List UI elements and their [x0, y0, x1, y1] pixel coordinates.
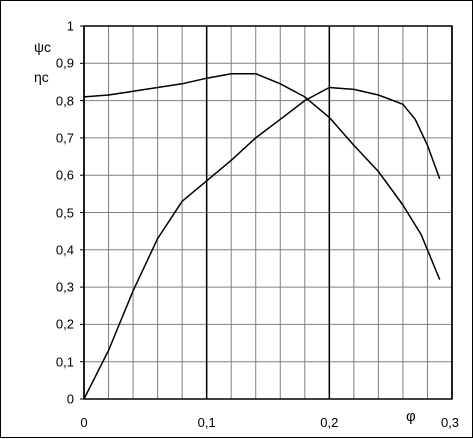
y-tick-label: 0,1: [55, 354, 74, 370]
y-tick-label: 0,2: [55, 316, 74, 332]
y-axis-label-psi: ψc: [34, 39, 51, 55]
y-tick-label: 0,7: [55, 130, 74, 146]
y-tick-label: 0: [66, 391, 74, 407]
y-tick-label: 0,8: [55, 93, 74, 109]
y-tick-label: 0,4: [55, 242, 74, 258]
x-tick-label: 0,3: [440, 415, 460, 430]
y-axis-label-eta: ηc: [34, 69, 49, 85]
x-tick-label: 0: [80, 415, 88, 430]
y-tick-label: 0,9: [55, 55, 74, 71]
y-tick-label: 0,5: [55, 205, 74, 220]
series-line-2: [83, 86, 441, 400]
y-tick-label: 0,6: [55, 167, 74, 183]
x-axis-label: φ: [406, 408, 416, 425]
series-line-1: [83, 72, 441, 280]
x-tick-label: 0,1: [197, 415, 216, 430]
y-tick-label: 0,3: [55, 279, 74, 295]
y-tick-label: 1: [66, 18, 74, 34]
x-tick-label: 0,2: [320, 415, 339, 430]
